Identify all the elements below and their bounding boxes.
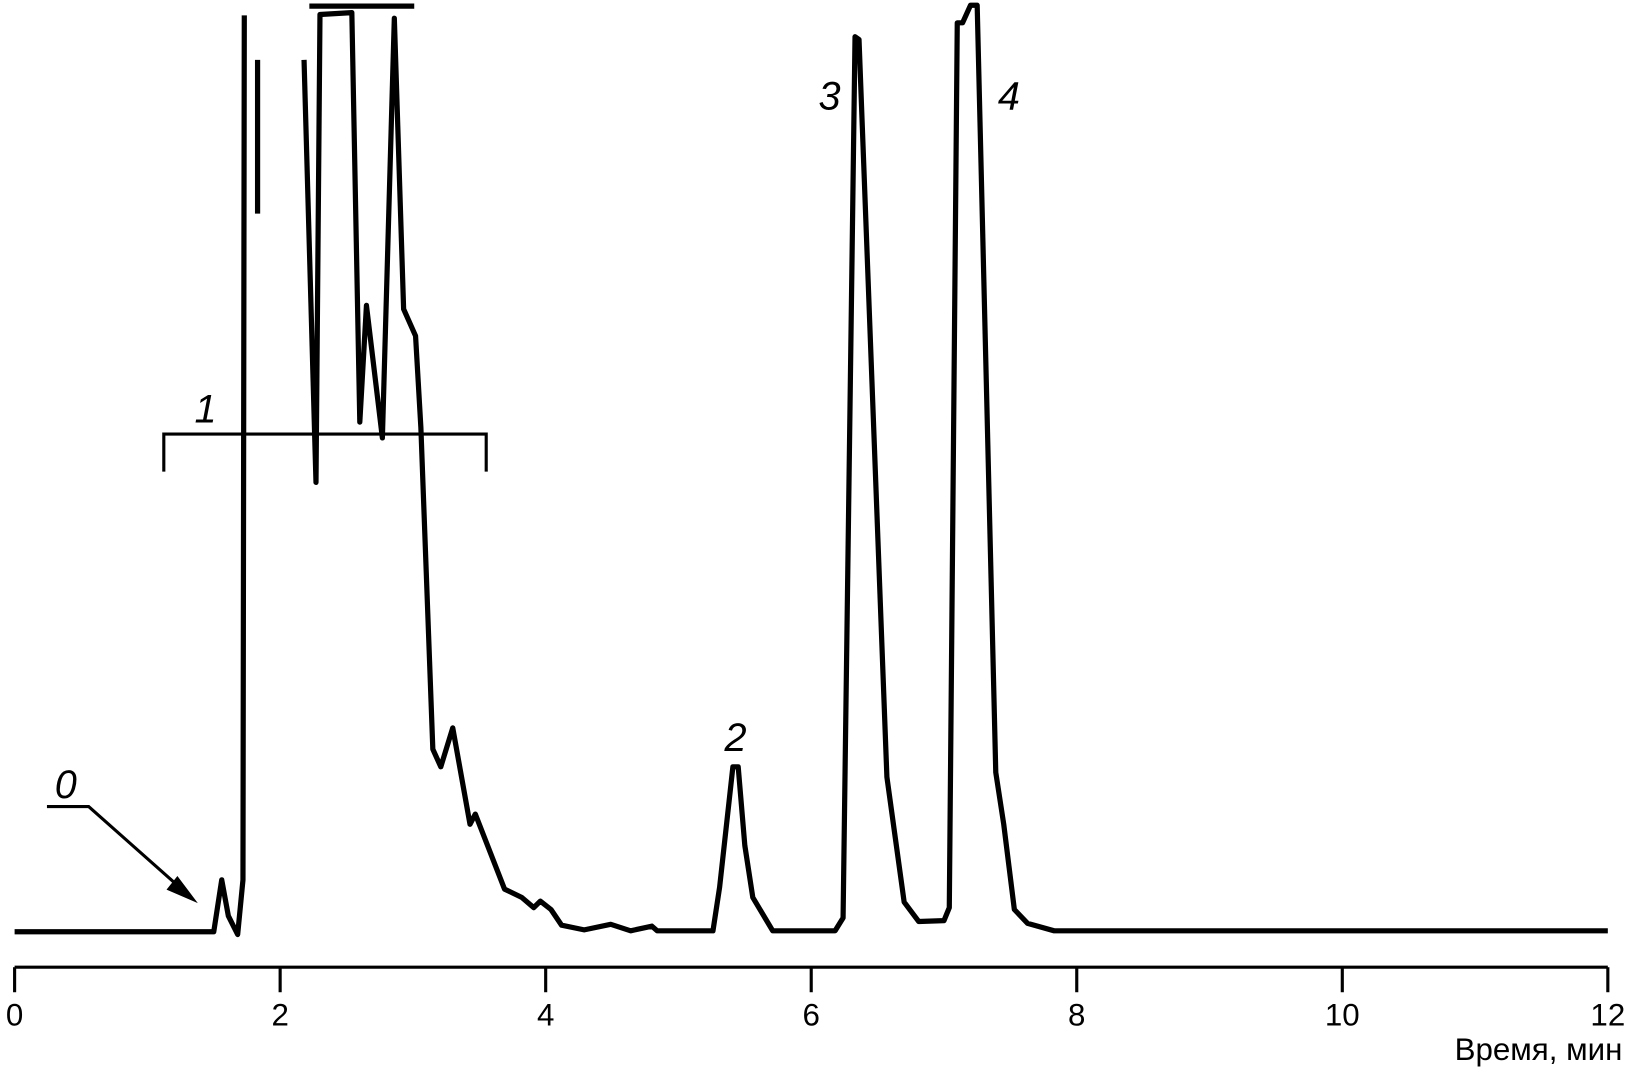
annotation: 0 xyxy=(55,763,77,807)
x-tick-label: 2 xyxy=(271,998,288,1033)
x-tick-label: 4 xyxy=(537,998,554,1033)
trace xyxy=(14,2,1608,938)
annotation: 3 xyxy=(818,75,840,119)
x-tick-label: 6 xyxy=(803,998,820,1033)
annotation: 2 xyxy=(724,716,747,760)
arrow xyxy=(46,804,192,899)
x-axis-label: Время, мин xyxy=(1455,1032,1623,1067)
arrow-head xyxy=(166,875,198,904)
x-tick-label: 12 xyxy=(1590,998,1625,1033)
annotation: 1 xyxy=(195,388,217,432)
annotation-shapes xyxy=(46,432,488,904)
bracket xyxy=(162,432,488,472)
x-tick-label: 0 xyxy=(6,998,23,1033)
annotation: 4 xyxy=(998,75,1020,119)
x-tick-label: 8 xyxy=(1068,998,1085,1033)
x-tick-label: 10 xyxy=(1325,998,1360,1033)
